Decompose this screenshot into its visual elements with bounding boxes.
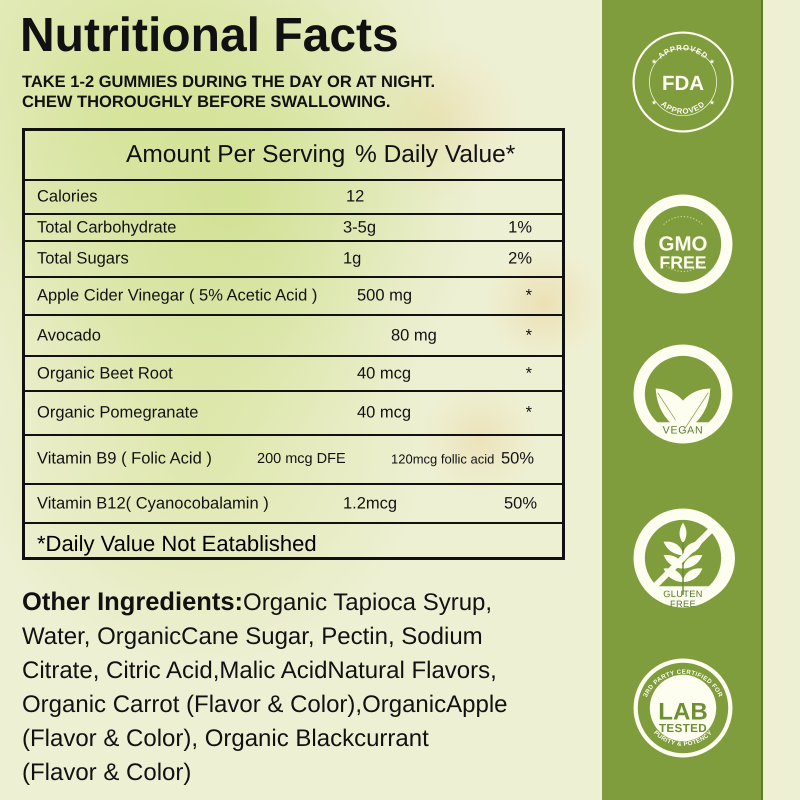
svg-text:TESTED: TESTED (658, 722, 706, 735)
svg-text:LAB: LAB (658, 698, 707, 725)
svg-text:APPROVED: APPROVED (659, 99, 706, 115)
svg-text:GLUTEN: GLUTEN (663, 588, 702, 599)
svg-text:FDA: FDA (661, 71, 703, 94)
svg-text:FREE: FREE (659, 253, 706, 273)
svg-text:FREE: FREE (670, 598, 696, 609)
svg-text:APPROVED: APPROVED (656, 43, 710, 61)
svg-text:VEGAN: VEGAN (662, 424, 703, 436)
svg-text:GMO: GMO (658, 232, 707, 255)
